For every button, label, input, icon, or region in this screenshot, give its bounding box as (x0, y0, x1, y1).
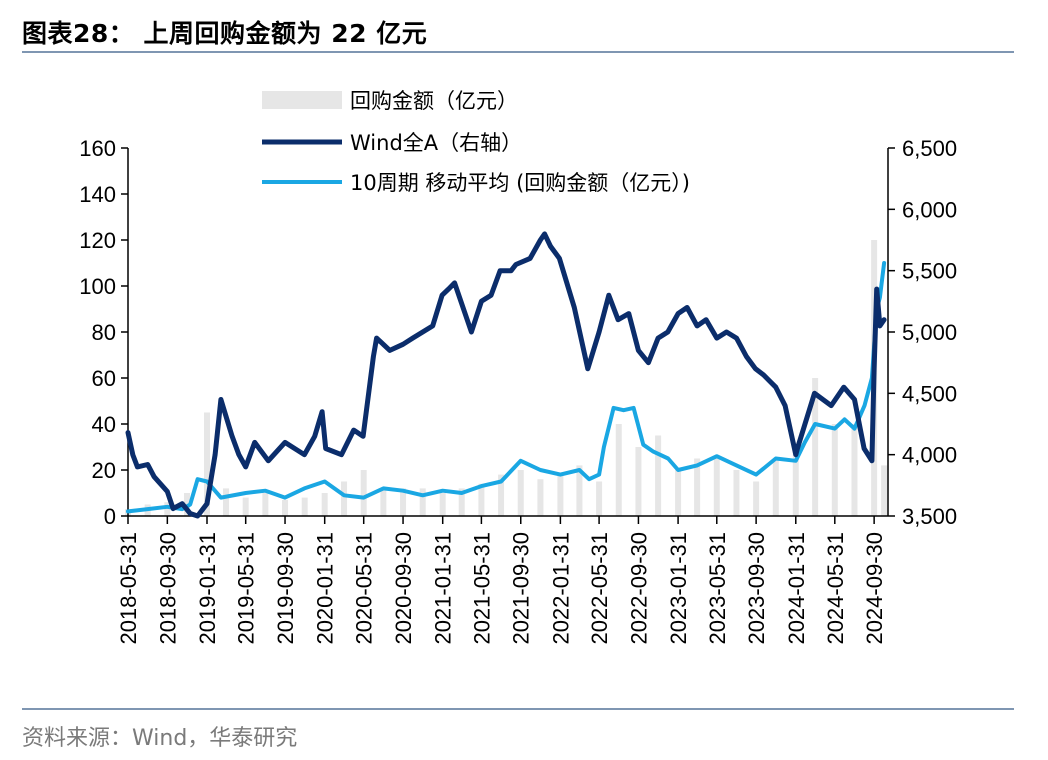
bar-2021-05-31 (478, 483, 485, 516)
right-tick-label: 3,500 (902, 504, 957, 529)
left-tick-label: 0 (104, 504, 116, 529)
bar-2020-09-30 (400, 488, 407, 516)
right-tick-label: 5,500 (902, 259, 957, 284)
bar-2021-11-30 (537, 479, 544, 516)
x-tick-label: 2018-09-30 (155, 532, 180, 645)
left-tick-label: 140 (79, 182, 116, 207)
right-tick-label: 4,500 (902, 381, 957, 406)
title-divider (22, 51, 1014, 53)
x-tick-label: 2022-01-31 (548, 532, 573, 645)
bar-2023-01-31 (675, 470, 682, 516)
bar-2020-05-31 (360, 470, 367, 516)
x-tick-label: 2021-05-31 (469, 532, 494, 645)
chart-legend: 回购金额（亿元） Wind全A（右轴） 10周期 移动平均 (回购金额（亿元）) (262, 89, 690, 195)
right-tick-label: 5,000 (902, 320, 957, 345)
bar-2023-09-30 (753, 481, 760, 516)
bar-2024-03-31 (812, 378, 819, 516)
bar-2023-11-30 (772, 458, 779, 516)
bar-2022-11-30 (655, 435, 662, 516)
bar-2018-09-30 (164, 502, 171, 516)
x-tick-label: 2023-01-31 (666, 532, 691, 645)
bar-2023-03-31 (694, 458, 701, 516)
legend-label-wind: Wind全A（右轴） (350, 131, 522, 155)
bar-2022-09-30 (635, 447, 642, 516)
bar-2024-10-31 (881, 465, 888, 516)
bar-2019-09-30 (282, 499, 289, 516)
x-tick-label: 2022-09-30 (626, 532, 651, 645)
bar-2024-05-31 (831, 424, 838, 516)
bar-2021-09-30 (517, 470, 524, 516)
bar-2019-11-30 (301, 497, 308, 516)
bar-2023-07-31 (733, 470, 740, 516)
x-tick-label: 2018-05-31 (116, 532, 141, 645)
source-note: 资料来源：Wind，华泰研究 (22, 726, 298, 751)
legend-label-bars: 回购金额（亿元） (350, 89, 518, 113)
right-tick-label: 4,000 (902, 443, 957, 468)
combo-chart: 0 20 40 60 80 100 120 140 160 3,500 4,000 4,500 5,00… (79, 89, 957, 645)
bar-2022-01-31 (557, 474, 564, 516)
figure-title: 图表28： 上周回购金额为 22 亿元 (22, 19, 428, 48)
x-tick-label: 2023-09-30 (744, 532, 769, 645)
source-divider (22, 708, 1014, 710)
x-tick-label: 2021-01-31 (431, 532, 456, 645)
bar-2023-05-31 (713, 458, 720, 516)
left-tick-label: 160 (79, 136, 116, 161)
bar-2020-11-30 (419, 488, 426, 516)
bar-2024-01-31 (792, 451, 799, 516)
bar-2019-03-31 (223, 488, 230, 516)
x-tick-label: 2021-09-30 (509, 532, 534, 645)
bar-2022-07-31 (615, 424, 622, 516)
x-tick-label: 2020-09-30 (391, 532, 416, 645)
bar-2020-03-31 (341, 481, 348, 516)
right-tick-label: 6,500 (902, 136, 957, 161)
x-tick-label: 2024-09-30 (862, 532, 887, 645)
x-tick-label: 2019-01-31 (195, 532, 220, 645)
x-tick-label: 2024-01-31 (784, 532, 809, 645)
x-tick-label: 2024-05-31 (823, 532, 848, 645)
right-tick-label: 6,000 (902, 197, 957, 222)
wind-all-a-line (125, 231, 887, 519)
left-tick-label: 120 (79, 228, 116, 253)
bar-2020-01-31 (321, 493, 328, 516)
legend-swatch-bars (262, 91, 342, 109)
ma-10-line (126, 261, 887, 514)
left-tick-label: 20 (92, 458, 116, 483)
x-tick-label: 2019-05-31 (234, 532, 259, 645)
x-tick-label: 2022-05-31 (587, 532, 612, 645)
left-tick-label: 40 (92, 412, 116, 437)
bar-2021-01-31 (439, 493, 446, 516)
bar-2022-05-31 (596, 481, 603, 516)
left-tick-label: 60 (92, 366, 116, 391)
axis-ticks: 0 20 40 60 80 100 120 140 160 3,500 4,000 4,500 5,00… (79, 136, 957, 645)
left-tick-label: 80 (92, 320, 116, 345)
legend-label-ma: 10周期 移动平均 (回购金额（亿元）) (350, 171, 690, 195)
bar-2022-03-31 (576, 465, 583, 516)
bar-2021-03-31 (458, 488, 465, 516)
left-tick-label: 100 (79, 274, 116, 299)
bar-2019-05-31 (242, 497, 249, 516)
bar-2021-07-31 (498, 474, 505, 516)
bar-2019-07-31 (262, 493, 269, 516)
bar-2019-01-31 (203, 412, 210, 516)
x-tick-label: 2019-09-30 (273, 532, 298, 645)
x-tick-label: 2020-01-31 (313, 532, 338, 645)
x-tick-label: 2023-05-31 (705, 532, 730, 645)
bar-2024-07-31 (851, 424, 858, 516)
bar-2020-07-31 (380, 488, 387, 516)
x-tick-label: 2020-05-31 (352, 532, 377, 645)
